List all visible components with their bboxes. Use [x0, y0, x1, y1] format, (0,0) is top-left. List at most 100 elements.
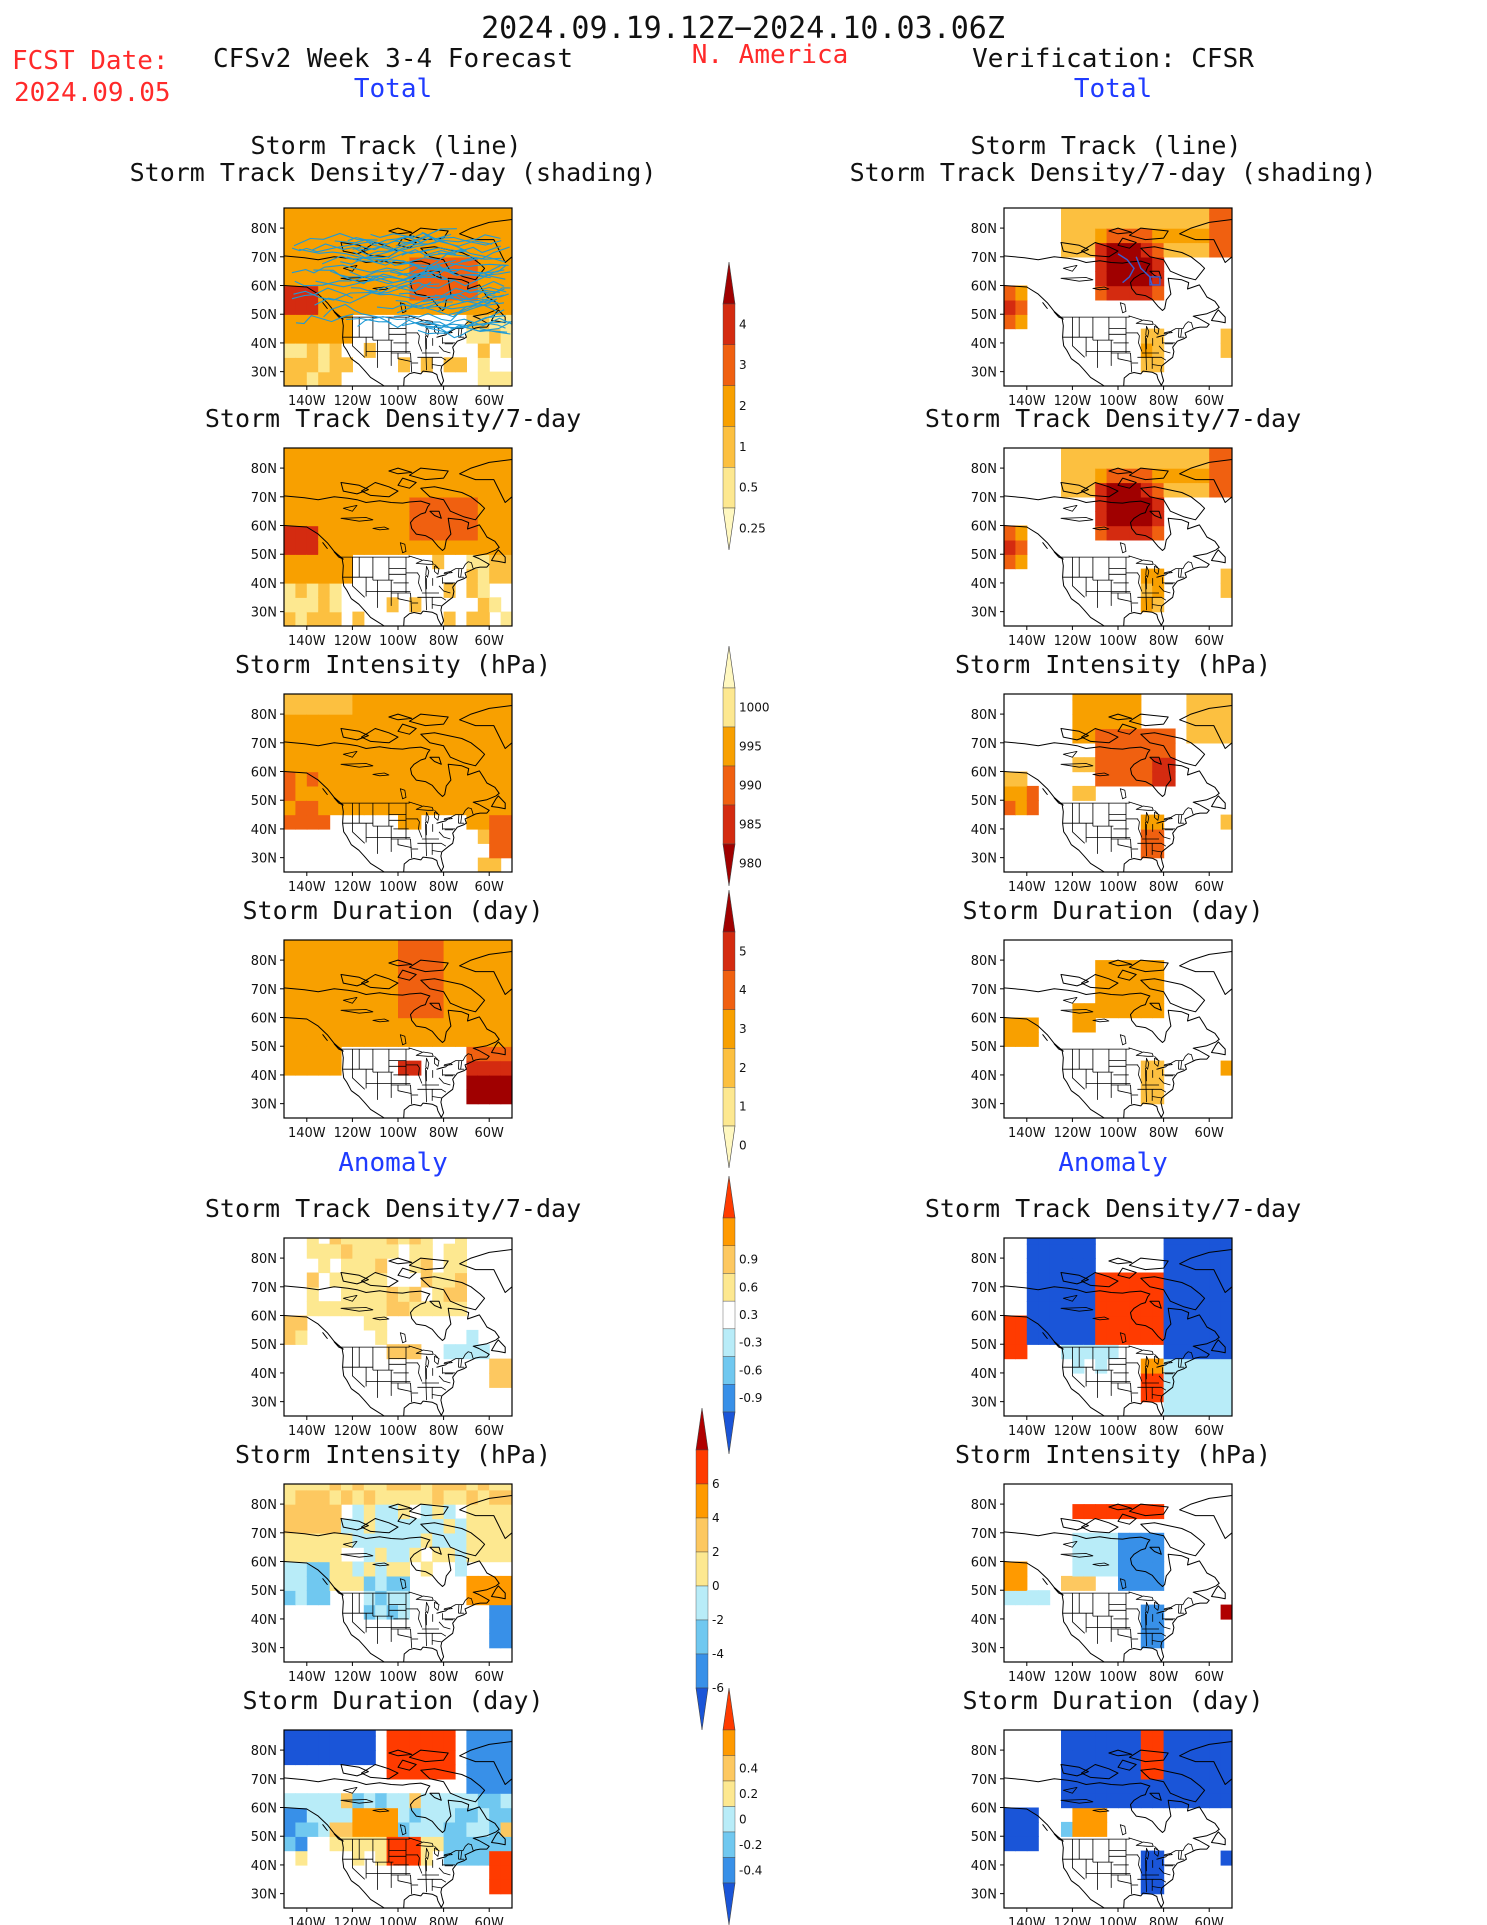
panel-l3-cell — [432, 742, 445, 758]
panel-l1-cell — [329, 371, 342, 386]
panel-r3-lon-label: 80W — [1149, 880, 1179, 895]
panel-r4-lon-label: 120W — [1054, 1126, 1092, 1141]
panel-l1-cell — [284, 299, 296, 315]
panel-r3-cell — [1026, 785, 1039, 801]
panel-r5-cell — [1083, 1286, 1096, 1302]
panel-l2-cell — [318, 525, 331, 541]
panel-l4-cell — [500, 1031, 512, 1047]
panel-l3-cell — [398, 742, 410, 758]
panel-l7-coast-island — [361, 1764, 399, 1780]
panel-r7-cell — [1106, 1793, 1119, 1809]
panel-r6-coastlines — [1004, 1495, 1232, 1662]
panel-r1-cell — [1106, 208, 1119, 215]
panel-r4-coast-mainland — [1004, 987, 1220, 1118]
panel-l3-cell — [489, 771, 502, 787]
panel-l4-cell — [284, 960, 296, 976]
panel-r2-coast-greenland — [1179, 459, 1232, 503]
panel-r5-cell — [1140, 1301, 1153, 1317]
panel-r4-cell — [1095, 988, 1108, 1004]
panel-l6-lat-label: 60N — [251, 1556, 277, 1571]
panel-l6-cell — [284, 1561, 296, 1577]
panel-l3-cell — [341, 694, 353, 701]
panel-r4-lon-label: 100W — [1099, 1126, 1137, 1141]
panel-l3-cell — [443, 742, 456, 758]
panel-l3-cell — [398, 728, 410, 744]
panel-l6-cell — [341, 1489, 353, 1505]
panel-r6-lat-label: 60N — [971, 1556, 997, 1571]
colorbar-intensity_anom-label: -2 — [712, 1613, 724, 1627]
panel-r6-cell — [1152, 1504, 1165, 1520]
colorbar-density_total-label: 2 — [739, 399, 747, 413]
panel-r6-coast-baffin — [1140, 1522, 1206, 1557]
colorbar-density_total-label: 0.25 — [739, 521, 766, 535]
panel-r3-cell — [1072, 699, 1085, 715]
panel-l4-cell — [409, 988, 422, 1004]
panel-l2-cell — [466, 496, 479, 512]
panel-l1-cell — [295, 357, 308, 373]
panel-l3-cell — [318, 757, 331, 773]
panel-r1-cell — [1152, 256, 1165, 272]
panel-r7-lon-label: 140W — [1008, 1916, 1046, 1925]
panel-l1-cell — [341, 328, 353, 344]
panel-l2-cell — [306, 453, 319, 469]
panel-l4-cell — [398, 945, 410, 961]
panel-l2-cell — [341, 554, 353, 570]
panel-r4-lake — [1119, 1034, 1127, 1046]
panel-l2-cell — [432, 482, 445, 498]
panel-l1-cell — [477, 208, 490, 215]
panel-l6-cell — [375, 1590, 388, 1606]
panel-r3-cell — [1152, 757, 1165, 773]
colorbar-intensity_anom-box — [695, 1653, 709, 1689]
panel-l6-cell — [352, 1489, 365, 1505]
panel-l1-cell — [500, 242, 512, 258]
panel-r2-cell — [1004, 525, 1016, 541]
panel-l2-cell — [352, 539, 365, 555]
panel-l1-track-line — [401, 248, 457, 256]
panel-r1-lon-label: 140W — [1008, 394, 1046, 409]
panel-r1-cell — [1197, 213, 1210, 229]
panel-l2-cell — [477, 568, 490, 584]
panel-r2-cell — [1015, 539, 1028, 555]
panel-l3-coast-baffin — [420, 732, 486, 767]
panel-l4-lat-label: 40N — [251, 1069, 277, 1084]
panel-r3-cell — [1152, 728, 1165, 744]
panel-l5-cell — [375, 1238, 388, 1245]
panel-l7-cell — [443, 1750, 456, 1766]
panel-l2-border — [438, 585, 451, 594]
panel-l6-lat-label: 30N — [251, 1642, 277, 1657]
panel-l1-cell — [363, 299, 376, 315]
panel-l4-cell — [466, 988, 479, 1004]
panel-l4-coast-greenland — [459, 951, 512, 995]
panel-l7-lat-label: 30N — [251, 1888, 277, 1903]
panel-r1-lon-label: 100W — [1099, 394, 1137, 409]
panel-l7-cell — [318, 1821, 331, 1837]
panel-r4-lat-label: 40N — [971, 1069, 997, 1084]
panel-l1-cell — [306, 271, 319, 287]
panel-l2-cell — [477, 482, 490, 498]
panel-r7-cell — [1061, 1793, 1073, 1809]
panel-l5-cell — [409, 1286, 422, 1302]
panel-l6-lon-label: 140W — [288, 1670, 326, 1685]
panel-r2-cell — [1163, 453, 1176, 469]
panel-r6-cell — [1072, 1547, 1085, 1563]
panel-l2-cell — [386, 511, 399, 527]
panel-l2-coast-island — [361, 482, 399, 498]
panel-l6-lon-label: 120W — [334, 1670, 372, 1685]
panel-l7-cell — [432, 1730, 445, 1737]
panel-r4-coastlines — [1004, 951, 1232, 1118]
panel-l6-cell — [284, 1518, 296, 1534]
panel-l4-cell — [489, 1017, 502, 1033]
panel-l6-cell — [318, 1547, 331, 1563]
panel-l1-track-line — [450, 262, 505, 268]
panel-r5-cell — [1038, 1258, 1051, 1274]
panel-r5-cell — [1049, 1286, 1062, 1302]
panel-r1-cell — [1220, 228, 1232, 244]
panel-l1-track-line — [293, 232, 378, 247]
colorbar-intensity_anom-label: -6 — [712, 1681, 724, 1695]
panel-l3-border — [352, 823, 365, 844]
panel-r2-lon-label: 140W — [1008, 634, 1046, 649]
panel-l4-cell — [318, 1031, 331, 1047]
panel-r2-cell — [1152, 468, 1165, 484]
panel-l2-cell — [443, 539, 456, 555]
panel-l5-coastlines — [284, 1249, 512, 1416]
